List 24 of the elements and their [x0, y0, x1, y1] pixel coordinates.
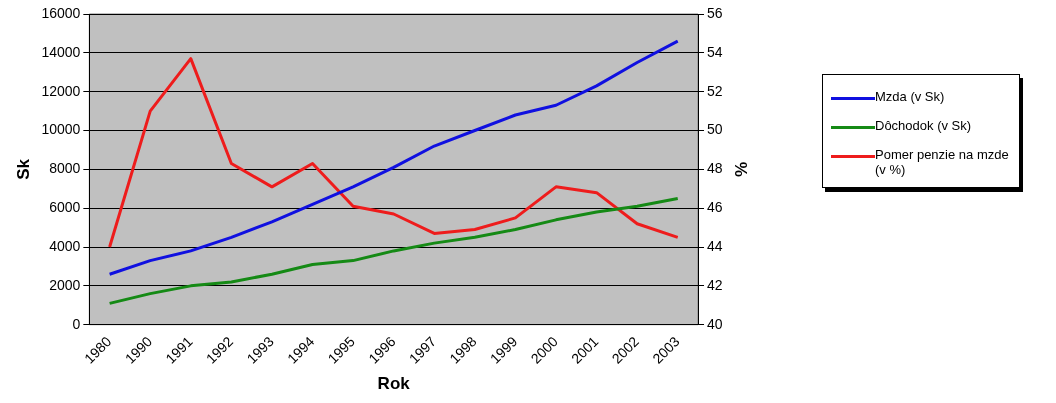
y-tick-label: 4000: [49, 237, 81, 254]
legend-label: Mzda (v Sk): [875, 89, 945, 104]
y2-axis-title: %: [731, 161, 751, 177]
y-tick-label: 14000: [41, 43, 81, 60]
y2-tick-label: 40: [707, 315, 723, 332]
y-tick-label: 6000: [49, 199, 81, 216]
y-tick-label: 0: [72, 315, 81, 332]
y2-tick-label: 54: [707, 43, 723, 60]
y2-tick-label: 56: [707, 4, 723, 21]
y2-tick-label: 48: [707, 160, 723, 177]
y2-tick-label: 50: [707, 121, 723, 138]
y-tick-label: 10000: [41, 121, 81, 138]
y2-tick-label: 52: [707, 82, 723, 99]
legend-label: Dôchodok (v Sk): [875, 118, 972, 133]
y-tick-label: 8000: [49, 160, 81, 177]
legend-label: Pomer penzie na mzde (v %): [875, 147, 1010, 177]
x-axis-title: Rok: [377, 374, 411, 394]
y-tick-label: 2000: [49, 276, 81, 293]
y-tick-label: 12000: [41, 82, 81, 99]
y-tick-label: 16000: [41, 4, 81, 21]
y-axis-title: Sk: [13, 158, 33, 180]
y2-tick-label: 42: [707, 276, 723, 293]
y2-tick-label: 44: [707, 237, 723, 254]
y2-tick-label: 46: [707, 199, 723, 216]
